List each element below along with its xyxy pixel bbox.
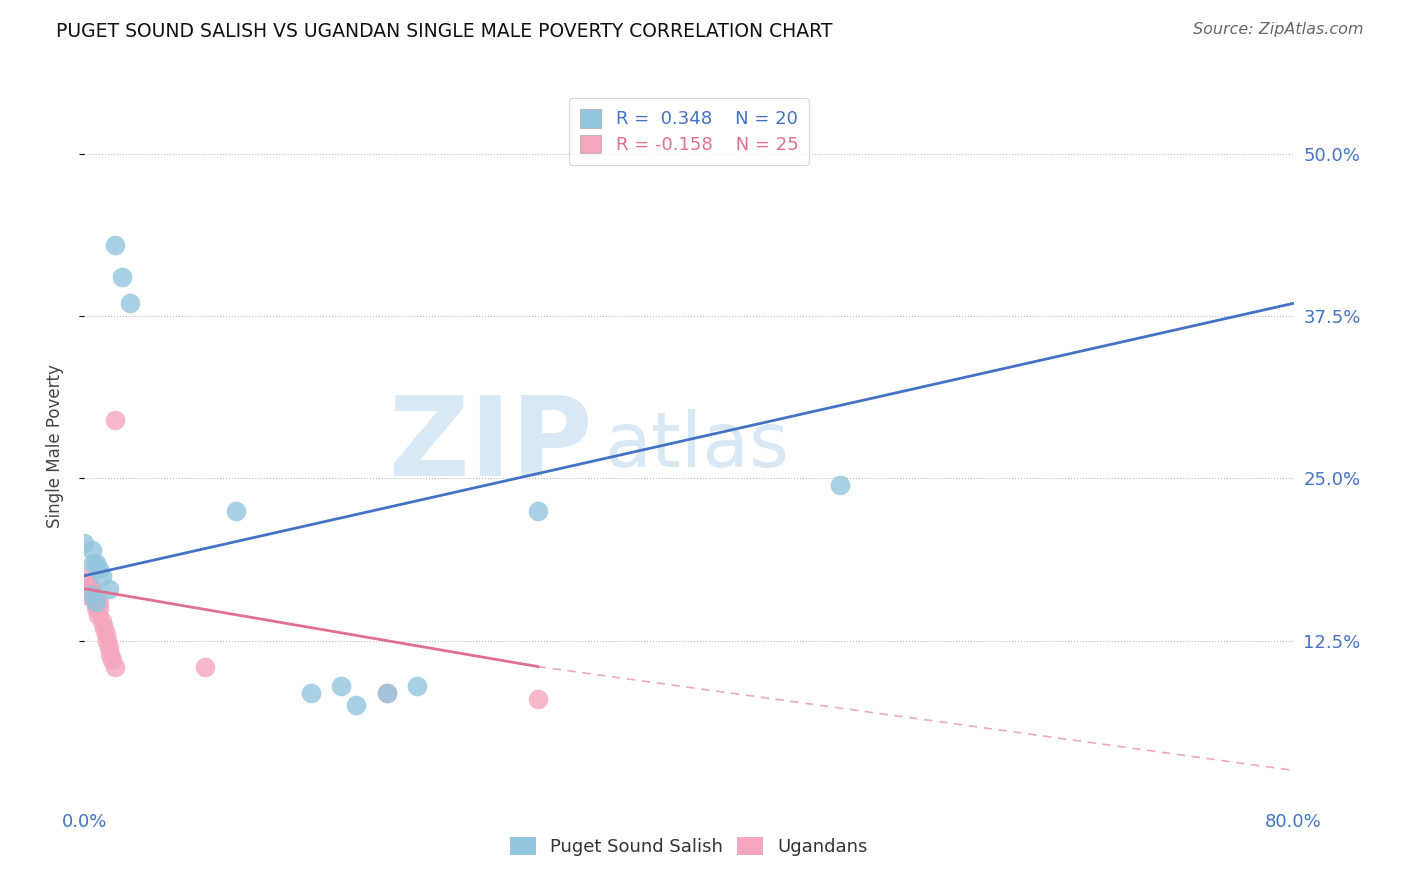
Point: [86, 595, 108, 609]
Point: [225, 504, 247, 518]
Point: [73, 582, 96, 596]
Point: [830, 478, 852, 492]
Point: [527, 504, 550, 518]
Point: [98, 647, 121, 661]
Point: [97, 582, 120, 596]
Point: [299, 685, 322, 699]
Point: [330, 679, 353, 693]
Point: [73, 536, 96, 550]
Point: [80, 582, 103, 596]
Point: [73, 575, 96, 590]
Point: [80, 542, 103, 557]
Point: [194, 659, 217, 673]
Point: [84, 595, 107, 609]
Point: [91, 614, 114, 628]
Legend: Puget Sound Salish, Ugandans: Puget Sound Salish, Ugandans: [502, 828, 876, 865]
Point: [80, 588, 103, 602]
Point: [97, 640, 120, 654]
Point: [73, 588, 96, 602]
Point: [82, 556, 104, 570]
Point: [100, 653, 122, 667]
Point: [94, 627, 117, 641]
Text: ZIP: ZIP: [389, 392, 592, 500]
Point: [91, 568, 114, 582]
Point: [96, 633, 118, 648]
Point: [375, 685, 398, 699]
Point: [118, 296, 141, 310]
Point: [73, 568, 96, 582]
Text: PUGET SOUND SALISH VS UGANDAN SINGLE MALE POVERTY CORRELATION CHART: PUGET SOUND SALISH VS UGANDAN SINGLE MAL…: [56, 22, 832, 41]
Point: [86, 556, 108, 570]
Point: [82, 588, 104, 602]
Text: Source: ZipAtlas.com: Source: ZipAtlas.com: [1194, 22, 1364, 37]
Point: [89, 601, 111, 615]
Point: [86, 601, 108, 615]
Point: [375, 685, 398, 699]
Point: [87, 607, 110, 622]
Point: [527, 692, 550, 706]
Point: [104, 659, 127, 673]
Point: [77, 575, 100, 590]
Point: [104, 413, 127, 427]
Point: [93, 621, 115, 635]
Point: [406, 679, 429, 693]
Y-axis label: Single Male Poverty: Single Male Poverty: [45, 364, 63, 528]
Point: [79, 582, 101, 596]
Point: [104, 238, 127, 252]
Point: [111, 270, 134, 285]
Text: atlas: atlas: [605, 409, 789, 483]
Point: [346, 698, 368, 713]
Point: [89, 562, 111, 576]
Point: [89, 595, 111, 609]
